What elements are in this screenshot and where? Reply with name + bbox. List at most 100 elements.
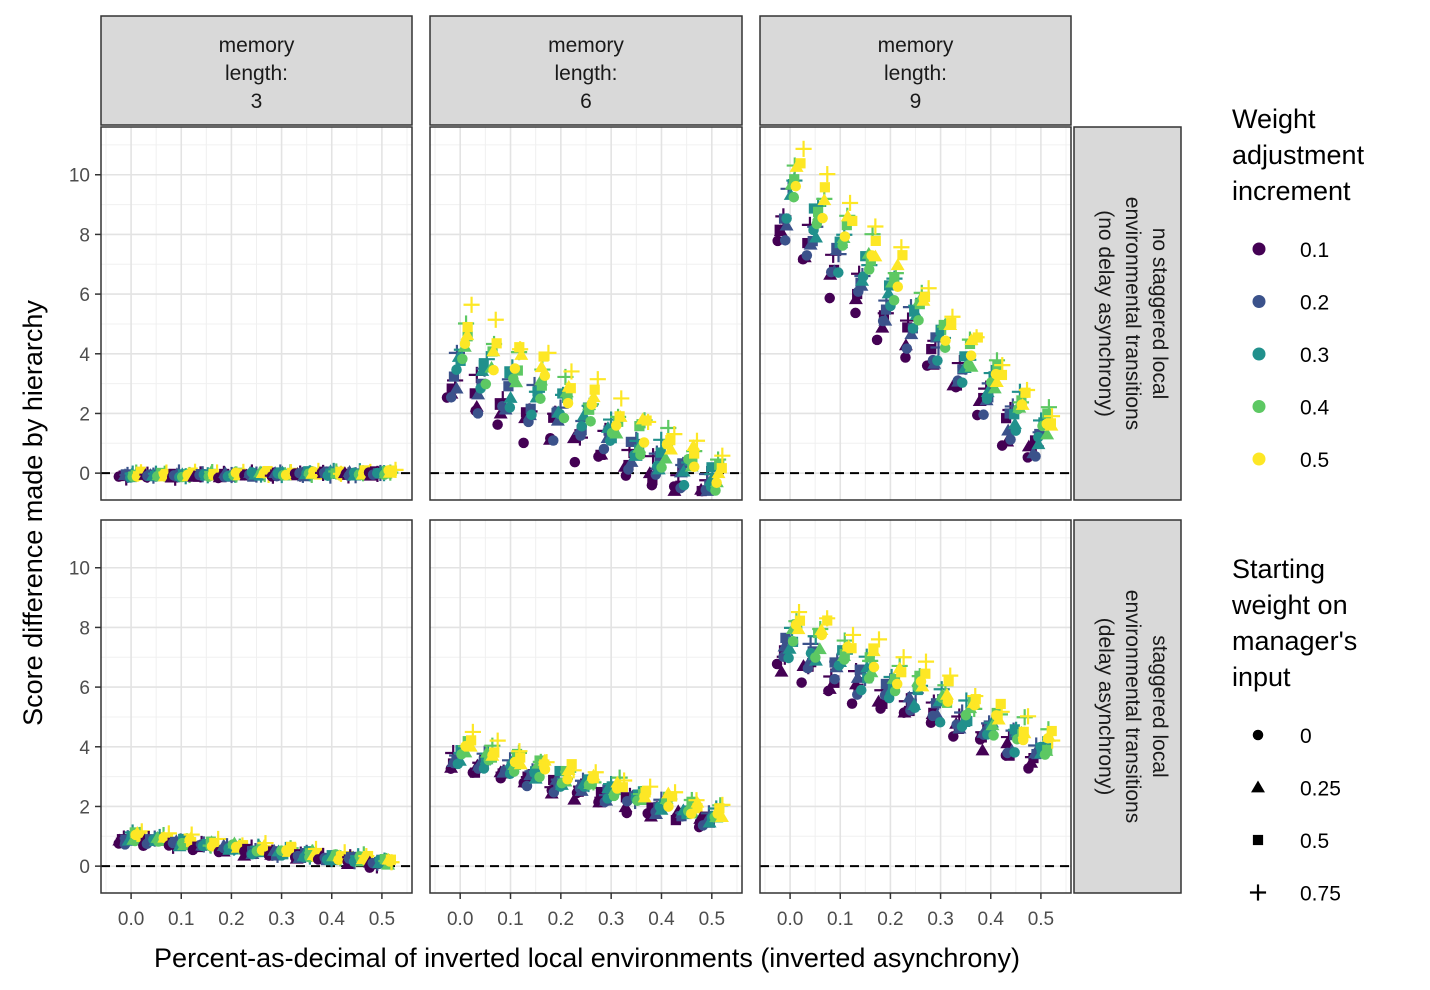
legend-color-label: 0.2: [1300, 292, 1329, 315]
data-point: [1020, 387, 1031, 398]
data-point: [566, 759, 577, 770]
column-strip-1: memory length: 6: [429, 15, 743, 126]
data-point: [1009, 409, 1020, 420]
data-point: [509, 375, 524, 388]
legend-shape-key: [1249, 884, 1267, 901]
data-point: [1018, 726, 1029, 737]
data-point: [959, 351, 970, 362]
data-point: [209, 837, 220, 849]
data-point: [589, 371, 606, 388]
panel-border: [429, 519, 743, 894]
data-point: [358, 848, 375, 865]
data-point: [895, 649, 912, 666]
data-point: [901, 343, 913, 354]
strip-label: length:: [884, 62, 947, 85]
data-point: [587, 764, 604, 781]
data-point: [868, 643, 879, 654]
data-point: [789, 174, 800, 185]
data-point: [210, 830, 227, 848]
data-point: [257, 835, 274, 852]
legend-title-line: weight on: [1231, 590, 1348, 620]
data-point: [875, 320, 890, 333]
data-point: [855, 684, 867, 696]
data-point: [814, 623, 829, 635]
legend-title-line: increment: [1232, 176, 1351, 206]
data-point: [585, 416, 596, 427]
panel-r0-c2: [759, 126, 1072, 501]
panel-border: [759, 126, 1072, 501]
legend-color-key: [1252, 347, 1266, 361]
data-point: [920, 668, 931, 679]
legend-color-label: 0.3: [1300, 344, 1329, 367]
data-point: [503, 391, 518, 403]
data-point: [688, 432, 706, 449]
data-point: [1040, 427, 1055, 440]
data-point: [463, 296, 480, 313]
points-group: [112, 823, 400, 874]
data-point: [889, 272, 900, 283]
data-point: [946, 317, 957, 329]
data-point: [598, 443, 610, 455]
data-point: [1033, 431, 1044, 443]
data-point: [794, 615, 806, 626]
data-point: [466, 735, 477, 746]
data-point: [871, 334, 883, 346]
data-point: [688, 461, 700, 473]
data-point: [968, 329, 985, 346]
data-point: [889, 674, 901, 685]
data-point: [975, 743, 990, 756]
strip-background: [429, 15, 743, 126]
data-point: [919, 291, 931, 302]
data-point: [663, 801, 674, 812]
strip-label: memory: [219, 34, 295, 57]
data-point: [962, 715, 973, 727]
data-point: [790, 180, 802, 192]
data-point: [504, 402, 516, 413]
data-point: [1005, 434, 1016, 445]
legend-title-line: Weight: [1232, 104, 1316, 134]
data-point: [787, 636, 799, 647]
panel-r0-c1: [429, 126, 743, 501]
data-point: [850, 307, 861, 319]
data-point: [509, 363, 521, 374]
data-point: [993, 703, 1010, 720]
data-point: [617, 782, 628, 793]
data-point: [183, 826, 200, 843]
data-point: [449, 381, 464, 394]
data-point: [988, 730, 999, 741]
legend-title-line: adjustment: [1232, 140, 1365, 170]
y-tick-label: 2: [79, 404, 90, 425]
legend-color-key: [1252, 400, 1266, 413]
data-point: [538, 754, 555, 771]
data-point: [774, 664, 789, 677]
data-point: [1019, 708, 1037, 725]
data-point: [535, 393, 546, 404]
legend-shape-key: [1252, 834, 1264, 846]
data-point: [350, 855, 361, 866]
data-point: [867, 218, 884, 235]
data-point: [658, 451, 673, 464]
data-point: [689, 448, 700, 459]
points-group: [441, 296, 731, 497]
data-point: [569, 456, 581, 468]
data-point: [491, 338, 502, 349]
data-point: [538, 351, 549, 362]
data-point: [536, 380, 547, 391]
data-point: [457, 353, 468, 365]
data-point: [844, 626, 862, 644]
data-point: [942, 667, 959, 684]
data-point: [459, 338, 471, 350]
strips-layer: memory length: 3 memory length: 6 memory length…: [100, 15, 1182, 894]
panel-border: [429, 126, 743, 501]
data-point: [539, 759, 550, 770]
data-point: [504, 368, 515, 379]
data-point: [819, 610, 836, 627]
data-point: [514, 348, 529, 360]
data-point: [940, 687, 954, 700]
data-point: [452, 753, 467, 766]
x-axis-col-0: 0.0 0.1 0.2 0.3 0.4 0.5: [118, 893, 395, 930]
data-point: [565, 383, 576, 394]
data-point: [819, 166, 836, 183]
panel-r0-c0: [100, 126, 413, 501]
data-point: [589, 384, 600, 395]
